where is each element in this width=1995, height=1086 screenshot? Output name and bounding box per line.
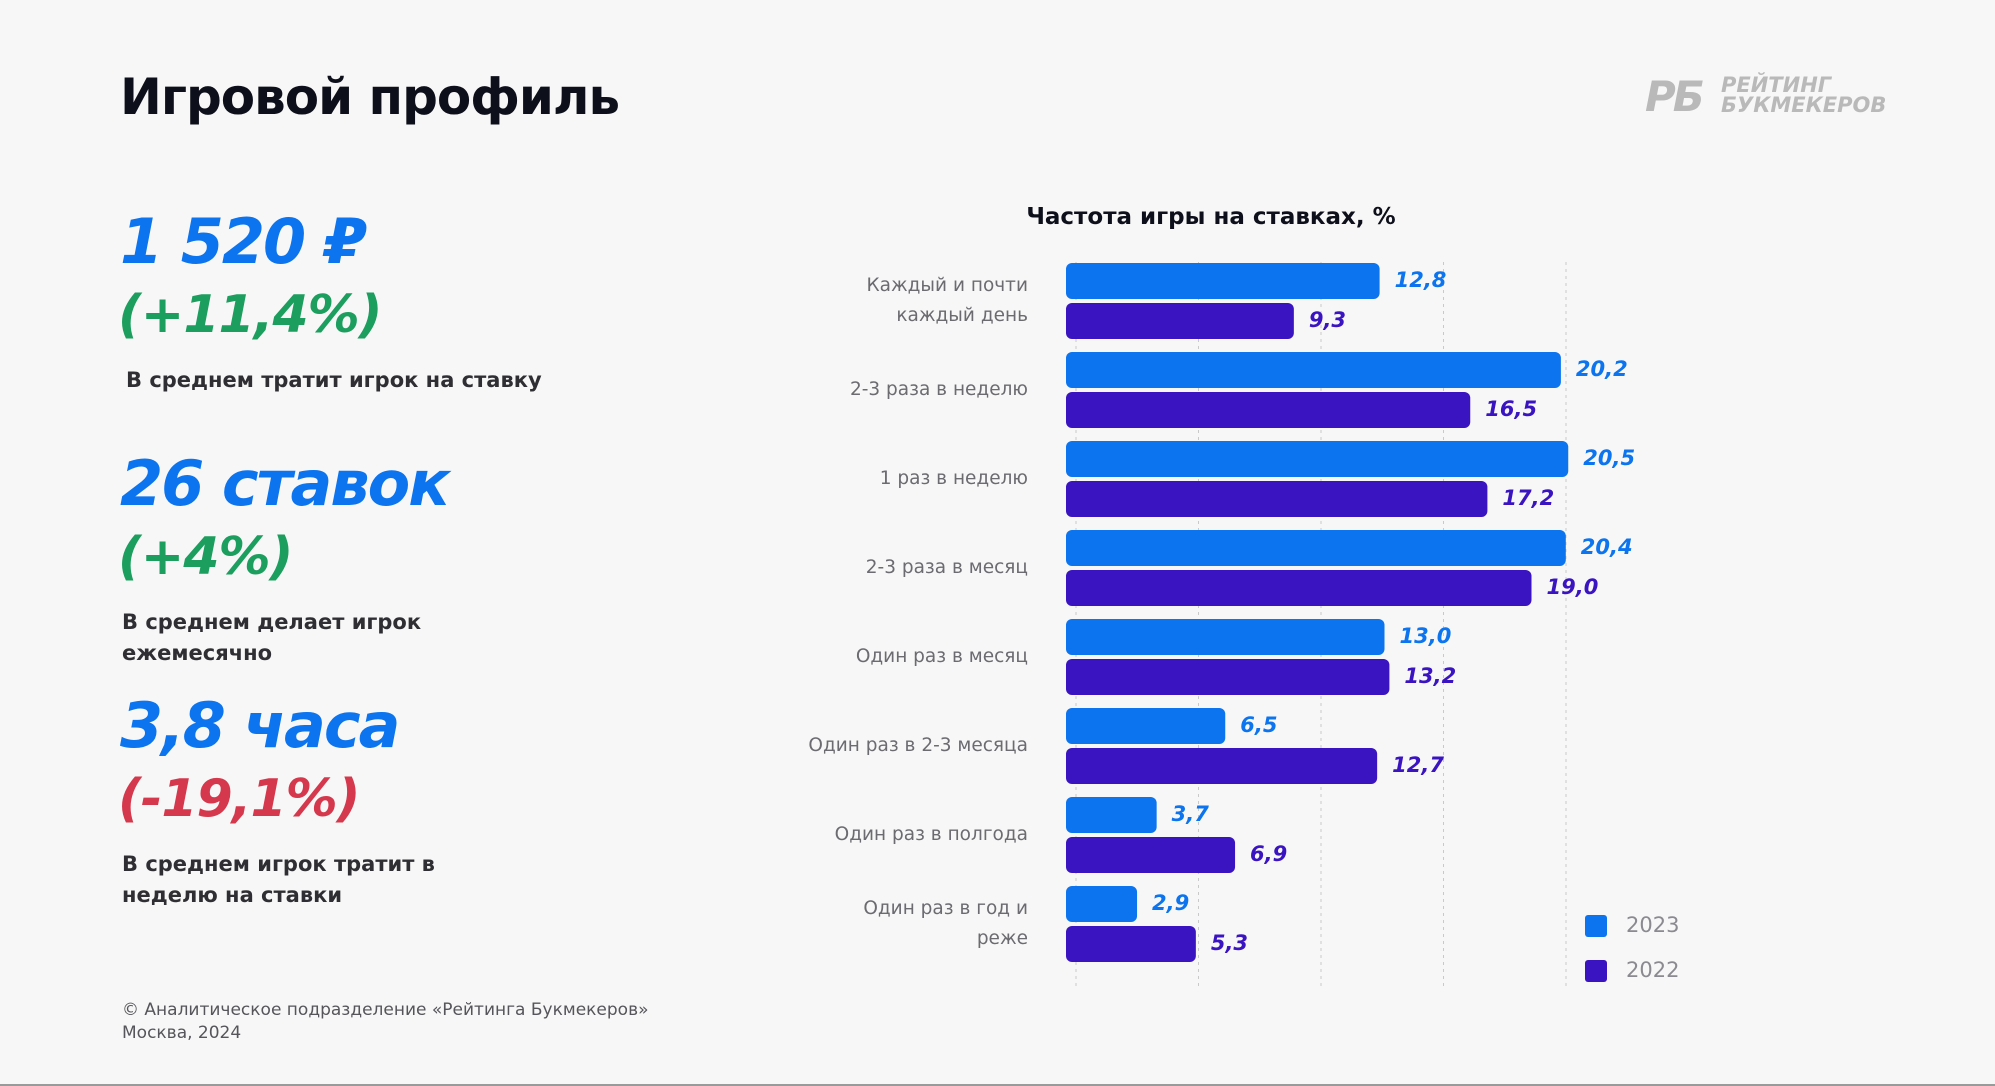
stat-value: 26 ставок	[120, 447, 450, 520]
value-label: 17,2	[1502, 486, 1554, 510]
bar	[1066, 886, 1138, 922]
y-tick-label: Каждый и почти каждый день	[866, 275, 1029, 326]
bar	[1066, 619, 1385, 655]
value-label: 2,9	[1152, 891, 1189, 915]
value-label: 20,2	[1576, 357, 1628, 381]
bar	[1066, 570, 1532, 606]
y-tick-label: 2-3 раза в месяц	[865, 557, 1028, 578]
value-label: 20,4	[1581, 535, 1633, 559]
value-label: 12,8	[1395, 268, 1447, 292]
value-label: 13,0	[1400, 624, 1452, 648]
value-label: 9,3	[1309, 308, 1346, 332]
bar	[1066, 748, 1378, 784]
y-tick-label: Один раз в месяц	[855, 646, 1028, 667]
stat-description: В среднем игрок тратит в неделю на ставк…	[122, 852, 435, 907]
stat-value: 1 520 ₽	[120, 205, 367, 278]
bar	[1066, 441, 1569, 477]
legend-label: 2023	[1626, 913, 1679, 937]
bar	[1066, 481, 1488, 517]
value-label: 20,5	[1583, 446, 1635, 470]
chart-title: Частота игры на ставках, %	[1026, 204, 1396, 230]
value-label: 12,7	[1392, 753, 1444, 777]
page-title: Игровой профиль	[120, 68, 620, 126]
stat-change: (+11,4%)	[118, 285, 383, 345]
value-label: 16,5	[1485, 397, 1537, 421]
y-tick-label: 2-3 раза в неделю	[849, 379, 1028, 400]
bar	[1066, 708, 1226, 744]
stat-change: (-19,1%)	[118, 769, 361, 829]
stat-change: (+4%)	[118, 527, 293, 587]
legend-label: 2022	[1626, 958, 1679, 982]
value-label: 3,7	[1172, 802, 1210, 826]
legend-swatch	[1585, 915, 1607, 937]
bar	[1066, 837, 1236, 873]
stat-description: В среднем делает игрок ежемесячно	[122, 610, 422, 665]
y-tick-label: Один раз в год и реже	[863, 898, 1028, 949]
value-label: 13,2	[1404, 664, 1456, 688]
bar	[1066, 392, 1471, 428]
value-label: 19,0	[1547, 575, 1599, 599]
stat-description: В среднем тратит игрок на ставку	[126, 368, 542, 392]
footer-text: © Аналитическое подразделение «Рейтинга …	[122, 1000, 649, 1020]
logo-mark: РБ	[1645, 72, 1705, 121]
bar	[1066, 659, 1390, 695]
bar	[1066, 530, 1566, 566]
y-tick-label: Один раз в 2-3 месяца	[808, 735, 1028, 756]
bar	[1066, 926, 1196, 962]
y-tick-label: Один раз в полгода	[834, 824, 1028, 845]
logo-text: РЕЙТИНГ	[1721, 73, 1832, 97]
bar	[1066, 797, 1157, 833]
footer-text: Москва, 2024	[122, 1023, 242, 1043]
value-label: 5,3	[1211, 931, 1248, 955]
y-tick-label: 1 раз в неделю	[879, 468, 1028, 489]
value-label: 6,9	[1250, 842, 1287, 866]
bar	[1066, 303, 1294, 339]
bar	[1066, 263, 1380, 299]
stat-value: 3,8 часа	[120, 689, 400, 762]
bar	[1066, 352, 1561, 388]
logo-text: БУКМЕКЕРОВ	[1721, 93, 1887, 117]
legend-swatch	[1585, 960, 1607, 982]
value-label: 6,5	[1240, 713, 1277, 737]
